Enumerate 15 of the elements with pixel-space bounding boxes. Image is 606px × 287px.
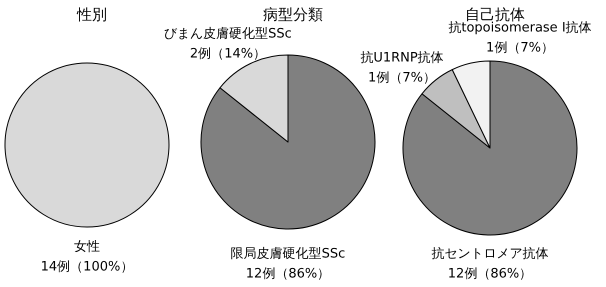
chart-title: 自己抗体 xyxy=(465,6,525,24)
slice-label: 抗U1RNP抗体 xyxy=(360,50,444,66)
slice-label: 抗セントロメア抗体 xyxy=(432,246,548,262)
slice-label: 抗topoisomerase I抗体 xyxy=(448,20,592,36)
slice-label: 女性 xyxy=(74,240,100,254)
data-label: 1例（7%） xyxy=(368,70,436,86)
slice-label: びまん皮膚硬化型SSc xyxy=(164,26,292,42)
data-label: 1例（7%） xyxy=(486,40,554,56)
data-label: 2例（14%） xyxy=(190,46,266,62)
slice-label: 限局皮膚硬化型SSc xyxy=(230,246,346,262)
data-label: 14例（100%） xyxy=(40,260,134,274)
chart-title: 性別 xyxy=(76,6,107,24)
data-label: 12例（86%） xyxy=(246,266,330,282)
chart-title: 病型分類 xyxy=(263,6,323,24)
data-label: 12例（86%） xyxy=(448,266,532,282)
